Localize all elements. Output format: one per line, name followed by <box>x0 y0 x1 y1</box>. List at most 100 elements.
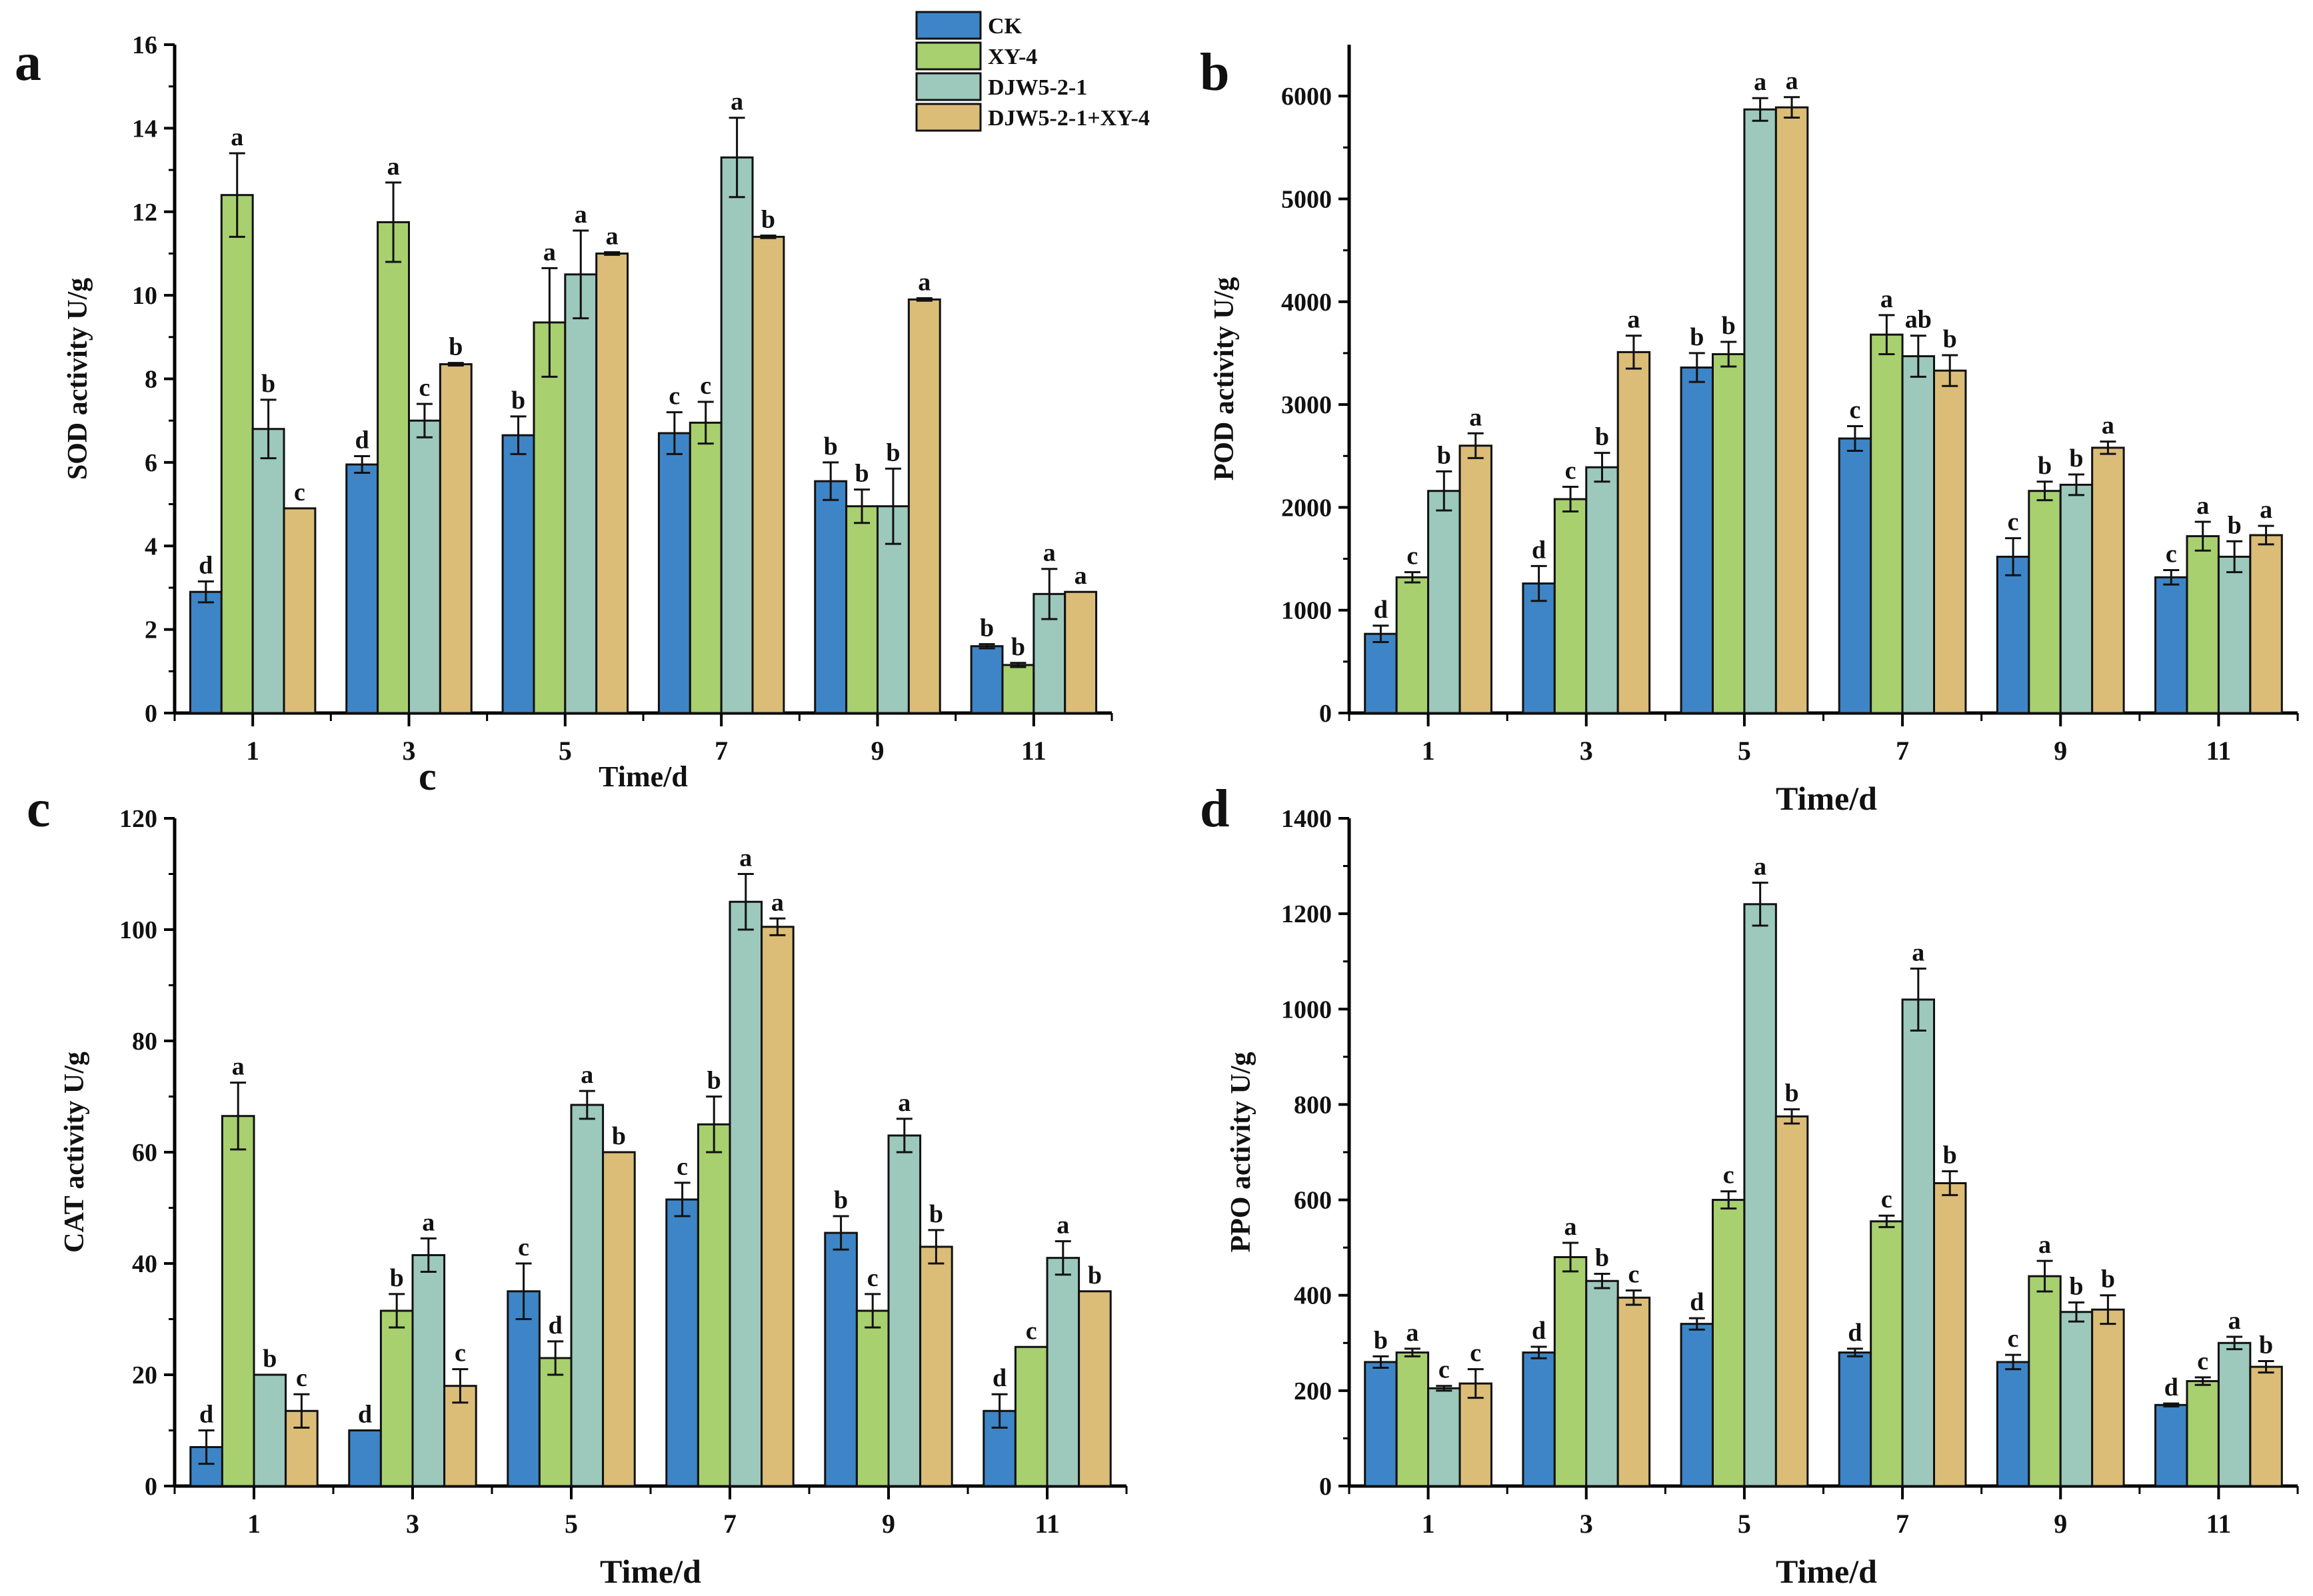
bar-xy-4 <box>1395 1351 1430 1487</box>
bar-djw5-2-1 <box>408 419 441 714</box>
bar-djw5-2-1 <box>570 1104 605 1487</box>
bar-djw5-2-1-xy-4 <box>907 298 941 714</box>
stray-panel-label: c <box>419 754 437 798</box>
y-tick-label: 1000 <box>1281 597 1332 625</box>
bar-xy-4 <box>377 221 411 714</box>
bar-xy-4 <box>1001 664 1035 714</box>
bar-ck <box>1522 582 1556 714</box>
significance-letter: a <box>1754 853 1766 881</box>
significance-letter: b <box>855 460 869 488</box>
bar-djw5-2-1 <box>2217 555 2252 714</box>
y-tick-label: 10 <box>132 282 157 310</box>
bar-djw5-2-1 <box>1901 998 1936 1487</box>
significance-letter: b <box>1595 423 1609 451</box>
bar-ck <box>665 1198 699 1487</box>
significance-letter: d <box>355 426 369 454</box>
y-tick-label: 2 <box>145 616 157 644</box>
bar-djw5-2-1-xy-4 <box>751 235 785 714</box>
significance-letter: a <box>2196 492 2209 520</box>
bar-xy-4 <box>2186 535 2220 714</box>
bar-ck <box>2154 576 2188 714</box>
significance-letter: d <box>1848 1319 1862 1347</box>
significance-letter: b <box>1943 1142 1957 1170</box>
x-tick-label: 5 <box>565 1509 578 1539</box>
bar-djw5-2-1-xy-4 <box>2249 534 2283 714</box>
significance-letter: c <box>677 1153 688 1181</box>
bar-djw5-2-1 <box>1046 1257 1081 1487</box>
y-tick-label: 3000 <box>1281 391 1332 419</box>
significance-letter: b <box>1374 1326 1388 1354</box>
bar-djw5-2-1-xy-4 <box>1774 1115 1809 1487</box>
y-tick-label: 60 <box>132 1139 157 1167</box>
bar-djw5-2-1 <box>564 273 598 714</box>
significance-letter: d <box>1690 1288 1704 1316</box>
x-tick-label: 3 <box>403 736 416 766</box>
significance-letter: a <box>422 1208 435 1236</box>
bar-ck <box>1838 437 1872 714</box>
significance-letter: a <box>1469 403 1482 431</box>
y-tick-label: 2000 <box>1281 494 1332 522</box>
bar-ck <box>507 1290 541 1487</box>
bar-djw5-2-1 <box>1743 903 1777 1487</box>
x-tick-label: 11 <box>1021 736 1047 766</box>
bar-xy-4 <box>1711 1199 1746 1487</box>
bar-ck <box>348 1429 382 1487</box>
significance-letter: ab <box>1905 306 1932 334</box>
significance-letter: b <box>263 1345 277 1373</box>
significance-letter: c <box>1628 1261 1639 1289</box>
bar-xy-4 <box>379 1309 414 1487</box>
significance-letter: a <box>606 223 619 251</box>
bar-ck <box>345 463 379 714</box>
bar-djw5-2-1-xy-4 <box>1616 1296 1651 1487</box>
y-tick-label: 14 <box>132 115 157 143</box>
legend-label: XY-4 <box>988 45 1037 69</box>
x-tick-label: 1 <box>1422 736 1435 766</box>
bar-xy-4 <box>2028 490 2062 714</box>
bar-ck <box>189 590 223 714</box>
x-tick-label: 9 <box>2054 1509 2067 1539</box>
significance-letter: a <box>1075 562 1087 590</box>
significance-letter: c <box>1438 1356 1450 1384</box>
significance-letter: b <box>2228 511 2242 539</box>
bar-xy-4 <box>1553 1255 1588 1487</box>
bar-djw5-2-1-xy-4 <box>595 252 629 714</box>
y-axis-label: POD activity U/g <box>1209 277 1240 481</box>
significance-letter: d <box>2164 1373 2178 1401</box>
bar-ck <box>1838 1351 1872 1487</box>
significance-letter: b <box>1690 323 1704 351</box>
x-axis-label: Time/d <box>1776 780 1877 817</box>
bar-djw5-2-1 <box>2217 1341 2252 1487</box>
y-tick-label: 120 <box>119 805 157 833</box>
significance-letter: d <box>549 1311 563 1339</box>
x-tick-label: 11 <box>1035 1509 1060 1539</box>
bar-ck <box>1364 632 1398 714</box>
y-tick-label: 5000 <box>1281 185 1332 213</box>
bar-djw5-2-1-xy-4 <box>919 1245 953 1487</box>
bar-djw5-2-1 <box>1427 490 1461 714</box>
bar-xy-4 <box>1014 1345 1049 1487</box>
bar-djw5-2-1-xy-4 <box>761 926 795 1487</box>
significance-letter: b <box>761 205 775 233</box>
significance-letter: c <box>1565 457 1576 485</box>
legend-swatch <box>915 72 982 101</box>
bar-djw5-2-1 <box>2059 1311 2094 1487</box>
x-tick-label: 3 <box>1580 736 1593 766</box>
significance-letter: d <box>1374 596 1388 624</box>
x-tick-label: 7 <box>1896 736 1909 766</box>
x-tick-label: 7 <box>723 1509 737 1539</box>
panel-label: c <box>27 780 51 838</box>
significance-letter: a <box>1880 285 1893 313</box>
bar-ck <box>2154 1403 2188 1487</box>
bar-ck <box>1996 555 2030 714</box>
significance-letter: d <box>199 552 213 580</box>
bar-xy-4 <box>697 1123 731 1487</box>
y-axis-label: PPO activity U/g <box>1226 1052 1256 1253</box>
x-tick-label: 9 <box>882 1509 895 1539</box>
y-axis-label: SOD activity U/g <box>63 278 93 480</box>
significance-letter: b <box>511 387 525 414</box>
significance-letter: c <box>2197 1347 2208 1375</box>
significance-letter: c <box>867 1264 879 1292</box>
significance-letter: a <box>1057 1211 1069 1239</box>
bar-djw5-2-1 <box>1585 466 1619 714</box>
bar-djw5-2-1-xy-4 <box>1774 106 1809 714</box>
